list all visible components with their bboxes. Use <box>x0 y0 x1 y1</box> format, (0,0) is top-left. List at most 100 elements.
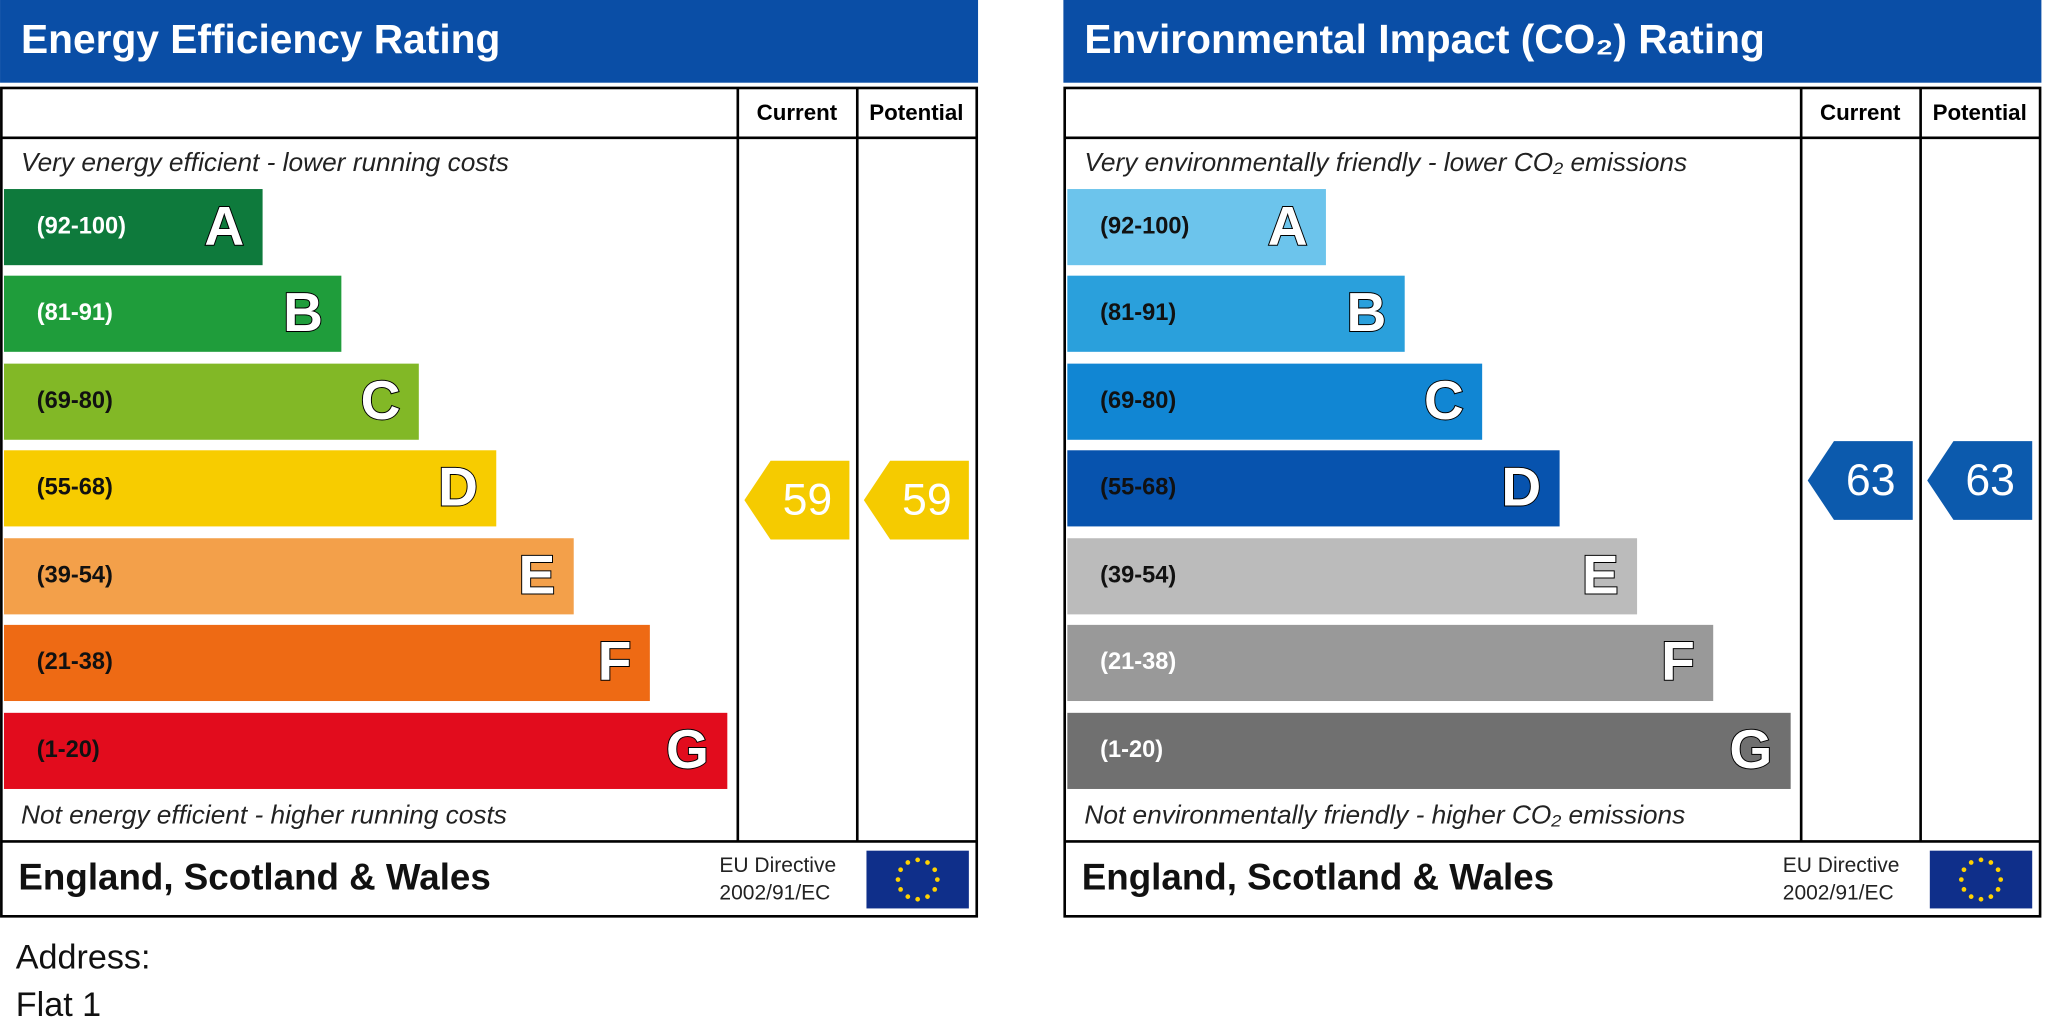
eu-star <box>895 877 901 882</box>
rating-band <box>3 538 574 615</box>
band-range: (92-100) <box>37 213 126 239</box>
rating-band <box>1067 538 1638 615</box>
band-letter: C <box>361 369 401 431</box>
rating-band <box>3 275 342 352</box>
bottom-note: Not energy efficient - higher running co… <box>21 799 507 829</box>
rating-band <box>1067 189 1326 266</box>
frame <box>0 86 979 918</box>
band-letter: B <box>283 281 323 343</box>
band-letter: C <box>1424 369 1464 431</box>
panel-title: Environmental Impact (CO₂) Rating <box>1084 16 1764 62</box>
band-letter: G <box>666 718 709 780</box>
frame <box>1063 86 2042 918</box>
rating-band <box>3 189 263 266</box>
eu-star <box>932 887 938 892</box>
band-range: (81-91) <box>37 300 113 326</box>
band-letter: E <box>1582 543 1619 605</box>
rating-band <box>3 624 650 702</box>
eu-star <box>1988 860 1994 865</box>
band-letter: E <box>519 543 556 605</box>
eu-star <box>1961 887 1967 892</box>
band-range: (69-80) <box>37 388 113 414</box>
eu-star <box>1978 896 1984 902</box>
directive: EU Directive <box>1783 854 1900 877</box>
rating-value: 59 <box>902 476 952 525</box>
band-range: (92-100) <box>1100 213 1189 239</box>
rating-value: 59 <box>783 476 833 525</box>
directive: 2002/91/EC <box>1783 882 1894 905</box>
eu-star <box>925 860 930 865</box>
eu-star <box>1995 867 2001 873</box>
band-letter: F <box>1661 630 1695 692</box>
band-letter: A <box>204 194 244 256</box>
top-note: Very environmentally friendly - lower CO… <box>1084 147 1687 177</box>
eu-star <box>932 867 938 873</box>
top-note: Very energy efficient - lower running co… <box>21 147 509 177</box>
rating-arrow <box>1927 441 2033 520</box>
rating-band <box>1067 363 1483 440</box>
eu-star <box>1968 860 1974 865</box>
band-range: (21-38) <box>37 649 113 675</box>
rating-panel: Energy Efficiency Rating Current Potential… <box>0 0 979 918</box>
rating-band <box>1067 624 1714 702</box>
band-range: (39-54) <box>37 563 113 589</box>
address-value: Flat 1 <box>16 986 101 1024</box>
band-letter: F <box>598 630 632 692</box>
column-header: Current <box>1820 100 1901 125</box>
eu-star <box>905 860 911 865</box>
region: England, Scotland & Wales <box>1082 856 1554 897</box>
rating-band <box>3 363 419 440</box>
rating-panel: Environmental Impact (CO₂) Rating Current… <box>1063 0 2042 918</box>
rating-value: 63 <box>1965 456 2015 505</box>
eu-star <box>898 887 903 892</box>
eu-star <box>1978 857 1984 863</box>
band-letter: A <box>1268 194 1308 256</box>
eu-star <box>915 896 921 902</box>
band-range: (69-80) <box>1100 388 1176 414</box>
band-letter: G <box>1729 718 1772 780</box>
rating-arrow <box>1807 441 1913 520</box>
band-range: (81-91) <box>1100 300 1176 326</box>
address-label: Address: <box>16 939 151 977</box>
band-range: (55-68) <box>37 475 113 501</box>
rating-arrow <box>744 460 850 540</box>
rating-band <box>1067 275 1405 352</box>
band-range: (1-20) <box>1100 737 1163 763</box>
eu-star <box>1995 887 2001 892</box>
band-range: (55-68) <box>1100 475 1176 501</box>
eu-star <box>925 894 930 899</box>
rating-band <box>1067 712 1791 789</box>
column-header: Current <box>757 100 838 125</box>
title-bar <box>1063 0 2042 83</box>
band-range: (1-20) <box>37 737 100 763</box>
column-header: Potential <box>869 100 963 125</box>
rating-band <box>3 712 728 789</box>
band-range: (21-38) <box>1100 649 1176 675</box>
rating-band <box>1067 450 1560 527</box>
eu-star <box>905 894 911 899</box>
eu-star <box>1998 877 2004 882</box>
bottom-note: Not environmentally friendly - higher CO… <box>1084 799 1685 829</box>
panel-title: Energy Efficiency Rating <box>21 16 500 62</box>
directive: 2002/91/EC <box>719 882 830 905</box>
region: England, Scotland & Wales <box>18 856 490 897</box>
eu-star <box>915 857 921 863</box>
rating-value: 63 <box>1846 456 1896 505</box>
directive: EU Directive <box>719 854 836 877</box>
eu-star <box>934 877 940 882</box>
band-range: (39-54) <box>1100 563 1176 589</box>
title-bar <box>0 0 979 83</box>
band-letter: D <box>1501 456 1541 518</box>
column-header: Potential <box>1933 100 2027 125</box>
band-letter: B <box>1347 281 1387 343</box>
rating-band <box>3 450 497 527</box>
eu-star <box>1958 877 1964 882</box>
rating-arrow <box>863 460 969 540</box>
band-letter: D <box>438 456 478 518</box>
eu-star <box>1988 894 1994 899</box>
eu-star <box>898 867 903 873</box>
eu-star <box>1968 894 1974 899</box>
eu-star <box>1961 867 1967 873</box>
